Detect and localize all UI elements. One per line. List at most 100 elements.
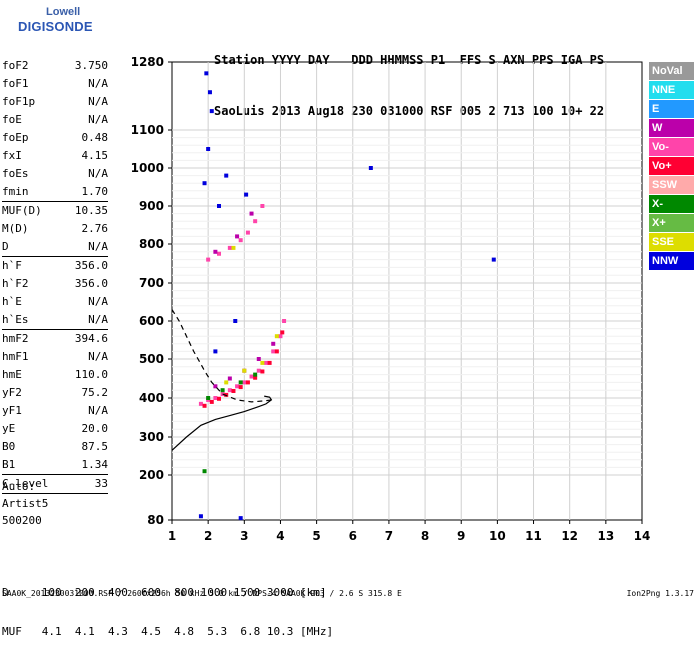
data-point: [238, 516, 243, 521]
data-point: [368, 166, 373, 170]
data-point: [213, 384, 218, 389]
x-tick-label: 5: [312, 529, 320, 543]
y-tick-label: 1100: [131, 123, 164, 137]
param-label: foF1p: [2, 95, 36, 108]
data-point: [271, 341, 276, 346]
param-value: N/A: [88, 313, 108, 326]
param-row: h`E N/A: [2, 293, 108, 311]
param-separator: [2, 329, 108, 330]
data-point: [224, 380, 229, 385]
logo-line2: DIGISONDE: [18, 19, 93, 34]
param-label: h`F2: [2, 277, 29, 290]
data-point: [238, 380, 243, 385]
dashed-trace-curve: [171, 309, 272, 403]
param-label: hmF2: [2, 332, 29, 345]
param-label: hmF1: [2, 350, 29, 363]
param-label: h`F: [2, 259, 22, 272]
data-point: [280, 330, 285, 335]
y-tick-label: 1000: [131, 161, 164, 175]
data-point: [198, 401, 203, 406]
data-point: [235, 384, 240, 389]
data-point: [249, 211, 254, 216]
param-value: 110.0: [74, 368, 108, 381]
data-point: [217, 396, 221, 401]
param-value: 356.0: [74, 259, 108, 272]
param-label: fxI: [2, 149, 22, 162]
y-tick-label: 1280: [131, 55, 164, 69]
x-tick-label: 3: [240, 529, 248, 543]
data-point: [264, 360, 268, 365]
param-value: N/A: [88, 240, 108, 253]
data-point: [227, 376, 232, 381]
param-row: foF1p N/A: [2, 93, 108, 111]
data-point: [253, 375, 258, 380]
param-value: 356.0: [74, 277, 108, 290]
data-point: [206, 257, 211, 262]
file-info: SAA0K_2013230031000.RSF / 260fx256h 50 k…: [2, 589, 402, 598]
param-separator: [2, 201, 108, 202]
param-value: N/A: [88, 95, 108, 108]
y-tick-label: 400: [139, 391, 164, 405]
legend-item: SSW: [649, 176, 694, 194]
legend-item: E: [649, 100, 694, 118]
param-value: 0.48: [81, 131, 109, 144]
x-tick-label: 1: [168, 529, 176, 543]
param-label: foF1: [2, 77, 29, 90]
data-point: [260, 204, 265, 208]
data-point: [242, 368, 247, 373]
data-point: [202, 469, 207, 474]
param-label: M(D): [2, 222, 29, 235]
data-point: [260, 360, 265, 365]
param-label: foEp: [2, 131, 29, 144]
x-tick-label: 9: [457, 529, 465, 543]
param-value: 87.5: [81, 440, 109, 453]
x-tick-label: 7: [385, 529, 393, 543]
header-labels: Station YYYY DAY DDD HHMMSS P1 FFS S AXN…: [214, 53, 605, 67]
autoscaling-info: Auto: Artist5 500200: [2, 478, 48, 529]
x-tick-label: 13: [597, 529, 614, 543]
param-label: foF2: [2, 59, 29, 72]
ionogram-chart: 1 2 3 4 5 6 7 8 9 10 11 12 13 14802003004005006007008…: [131, 55, 651, 543]
param-row: yE 20.0: [2, 420, 108, 438]
param-row: yF2 75.2: [2, 384, 108, 402]
data-point: [245, 230, 250, 235]
param-row: D N/A: [2, 238, 108, 256]
param-value: 394.6: [74, 332, 108, 345]
auto-code: 500200: [2, 514, 42, 527]
data-point: [267, 360, 272, 365]
param-separator: [2, 493, 108, 494]
profile-curve: [171, 395, 273, 451]
data-point: [260, 369, 265, 374]
data-point: [282, 319, 287, 323]
param-row: foEs N/A: [2, 165, 108, 183]
x-tick-label: 6: [349, 529, 357, 543]
param-row: foF2 3.750: [2, 57, 108, 75]
data-point: [213, 349, 218, 354]
legend-item: Vo-: [649, 138, 694, 156]
param-value: N/A: [88, 404, 108, 417]
param-row: M(D) 2.76: [2, 220, 108, 238]
param-label: yE: [2, 422, 16, 435]
data-point: [202, 403, 207, 408]
x-tick-label: 4: [276, 529, 284, 543]
data-point: [213, 249, 218, 254]
data-point: [209, 399, 214, 404]
param-row: foF1 N/A: [2, 75, 108, 93]
param-value: 2.76: [81, 222, 109, 235]
x-tick-label: 12: [561, 529, 578, 543]
param-value: N/A: [88, 167, 108, 180]
data-point: [274, 349, 279, 354]
param-separator: [2, 256, 108, 257]
param-value: 3.750: [74, 59, 108, 72]
y-tick-label: 200: [139, 468, 164, 482]
param-value: 1.70: [81, 185, 109, 198]
data-point: [224, 173, 229, 178]
data-point: [256, 357, 261, 361]
auto-label: Auto:: [2, 480, 36, 493]
x-tick-label: 2: [204, 529, 212, 543]
param-label: B1: [2, 458, 16, 471]
data-point: [242, 380, 247, 385]
legend-item: SSE: [649, 233, 694, 251]
station-header: Station YYYY DAY DDD HHMMSS P1 FFS S AXN…: [214, 18, 604, 137]
param-row: hmF2 394.6: [2, 330, 108, 348]
